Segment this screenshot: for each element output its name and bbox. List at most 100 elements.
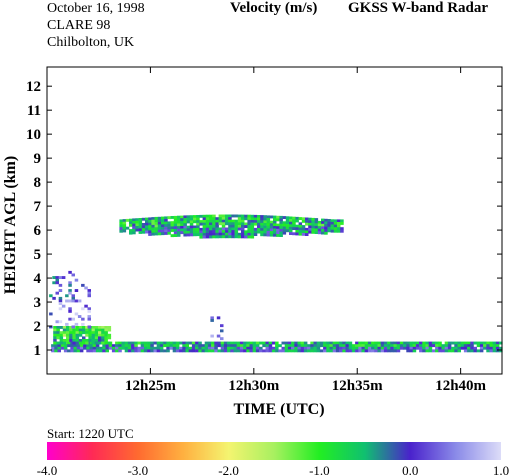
velocity-cell: [98, 331, 102, 335]
velocity-cell: [62, 341, 67, 345]
velocity-cell: [148, 220, 152, 223]
velocity-cell: [495, 344, 500, 348]
velocity-cell: [186, 217, 191, 221]
velocity-cell: [145, 222, 149, 226]
velocity-cell: [447, 349, 452, 353]
velocity-cell: [132, 223, 136, 227]
velocity-cell: [49, 294, 53, 298]
velocity-cell: [303, 349, 308, 353]
velocity-cell: [269, 223, 274, 227]
velocity-cell: [451, 349, 455, 353]
velocity-cell: [228, 219, 232, 223]
velocity-cell: [132, 231, 136, 235]
velocity-cell: [295, 232, 299, 236]
velocity-cell: [327, 229, 331, 233]
velocity-cell: [425, 344, 429, 348]
velocity-cell: [269, 231, 274, 234]
velocity-cell: [266, 233, 271, 237]
velocity-cell: [327, 224, 331, 228]
velocity-cell: [84, 286, 88, 290]
velocity-cell: [237, 235, 242, 239]
velocity-cell: [124, 346, 129, 350]
velocity-cell: [122, 229, 127, 233]
velocity-cell: [159, 341, 164, 345]
velocity-cell: [104, 328, 108, 332]
velocity-cell: [399, 344, 404, 348]
velocity-cell: [324, 221, 328, 225]
velocity-cell: [486, 341, 490, 345]
velocity-cell: [460, 341, 465, 345]
velocity-cell: [457, 341, 461, 345]
velocity-cell: [207, 344, 212, 348]
velocity-cell: [380, 341, 385, 345]
velocity-cell: [66, 326, 70, 329]
velocity-cell: [159, 344, 164, 348]
velocity-cell: [78, 339, 83, 342]
velocity-cell: [406, 349, 410, 353]
velocity-cell: [483, 341, 487, 345]
velocity-cell: [314, 218, 319, 221]
velocity-cell: [412, 346, 417, 350]
velocity-cell: [220, 349, 225, 353]
velocity-cell: [119, 222, 123, 225]
velocity-cell: [451, 346, 455, 350]
velocity-cell: [75, 336, 80, 340]
velocity-cell: [212, 235, 216, 239]
velocity-cell: [233, 344, 237, 348]
velocity-cell: [94, 331, 99, 335]
velocity-cell: [56, 341, 60, 345]
velocity-cell: [98, 328, 102, 332]
velocity-cell: [105, 346, 109, 350]
velocity-cell: [66, 331, 70, 335]
velocity-cell: [60, 344, 65, 348]
velocity-cell: [75, 339, 80, 342]
velocity-cell: [428, 346, 433, 350]
velocity-cell: [295, 224, 299, 228]
velocity-cell: [492, 349, 497, 353]
velocity-cell: [53, 328, 57, 332]
velocity-cell: [492, 341, 497, 345]
velocity-cell: [276, 228, 280, 232]
velocity-cell: [246, 341, 250, 345]
velocity-cell: [230, 344, 234, 348]
velocity-cell: [118, 341, 122, 345]
velocity-cell: [244, 214, 248, 218]
velocity-cell: [209, 219, 213, 223]
velocity-cell: [87, 307, 91, 311]
velocity-cell: [330, 227, 335, 230]
velocity-cell: [326, 341, 330, 345]
velocity-cell: [177, 223, 181, 227]
velocity-cell: [138, 223, 143, 227]
velocity-cell: [268, 346, 273, 350]
velocity-cell: [91, 333, 96, 337]
velocity-cell: [143, 341, 148, 345]
velocity-cell: [463, 341, 468, 345]
velocity-cell: [243, 341, 247, 345]
velocity-cell: [164, 224, 168, 228]
velocity-cell: [122, 224, 127, 228]
velocity-cell: [122, 221, 127, 225]
velocity-cell: [185, 341, 189, 345]
velocity-cell: [313, 349, 317, 353]
velocity-cell: [186, 215, 191, 219]
velocity-cell: [180, 215, 184, 219]
colorbar-gradient: [47, 442, 501, 460]
velocity-cell: [199, 222, 203, 226]
velocity-cell: [72, 341, 76, 345]
velocity-cell: [173, 228, 178, 232]
velocity-cell: [217, 349, 221, 353]
velocity-cell: [348, 341, 353, 345]
velocity-cell: [75, 331, 80, 335]
velocity-cell: [367, 346, 372, 350]
velocity-cell: [83, 344, 87, 348]
velocity-cell: [140, 349, 145, 353]
velocity-cell: [282, 229, 287, 232]
velocity-cell: [87, 291, 91, 295]
velocity-cell: [337, 227, 341, 231]
velocity-cell: [234, 235, 239, 239]
velocity-cell: [330, 219, 335, 223]
velocity-cell: [301, 232, 306, 236]
velocity-cell: [218, 235, 223, 239]
velocity-cell: [51, 346, 55, 350]
velocity-cell: [257, 217, 261, 221]
